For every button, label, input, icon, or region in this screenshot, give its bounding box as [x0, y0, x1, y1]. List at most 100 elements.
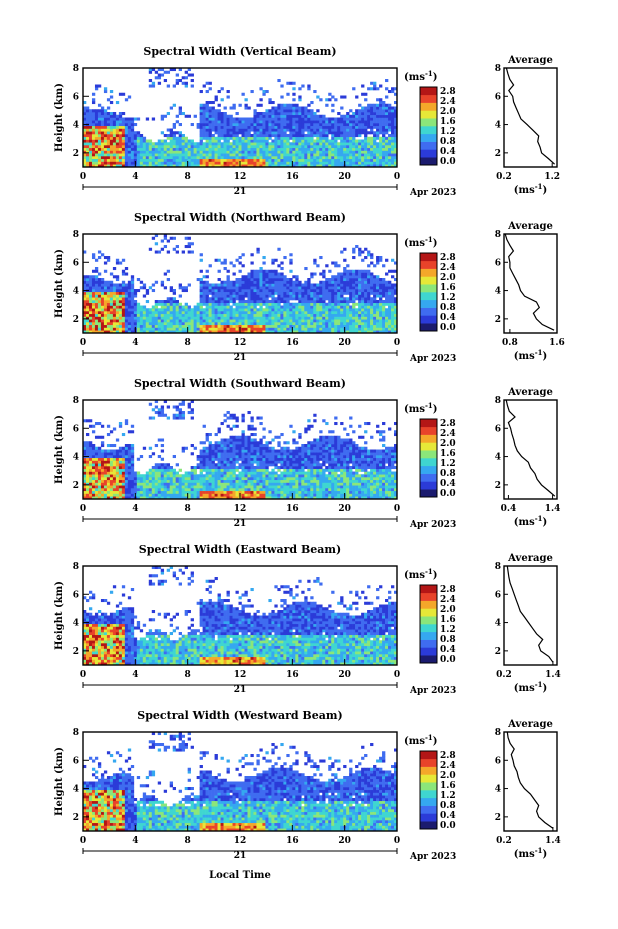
heatmap-cell — [304, 322, 308, 326]
heatmap-cell — [292, 324, 296, 328]
heatmap-cell — [133, 153, 138, 157]
heatmap-cell — [187, 405, 191, 409]
heatmap-cell — [286, 120, 290, 124]
heatmap-cell — [181, 150, 185, 154]
heatmap-cell — [271, 150, 275, 154]
heatmap-cell — [394, 147, 398, 151]
heatmap-cell — [88, 153, 93, 157]
heatmap-cell — [382, 117, 386, 121]
heatmap-cell — [316, 324, 320, 328]
heatmap-cell — [328, 300, 332, 304]
heatmap-cell — [118, 477, 123, 481]
heatmap-cell — [280, 164, 284, 168]
heatmap-cell — [373, 84, 377, 88]
heatmap-cell — [103, 490, 108, 494]
heatmap-cell — [262, 319, 266, 323]
heatmap-cell — [388, 300, 392, 304]
heatmap-cell — [265, 269, 269, 273]
heatmap-cell — [280, 136, 284, 140]
heatmap-cell — [91, 493, 96, 497]
heatmap-cell — [235, 120, 239, 124]
heatmap-cell — [208, 302, 212, 306]
heatmap-cell — [235, 311, 239, 315]
heatmap-cell — [373, 117, 377, 121]
heatmap-cell — [280, 117, 284, 121]
heatmap-cell — [259, 316, 263, 320]
heatmap-cell — [235, 327, 239, 331]
heatmap-cell — [91, 256, 96, 260]
heatmap-cell — [163, 150, 168, 154]
heatmap-cell — [265, 289, 269, 293]
heatmap-cell — [235, 139, 239, 143]
heatmap-cell — [373, 278, 377, 282]
heatmap-cell — [106, 471, 111, 475]
heatmap-cell — [163, 308, 168, 312]
heatmap-cell — [280, 158, 284, 162]
heatmap-cell — [199, 286, 203, 290]
heatmap-cell — [97, 142, 102, 146]
heatmap-cell — [244, 311, 248, 315]
heatmap-cell — [115, 134, 120, 138]
heatmap-cell — [289, 136, 293, 140]
heatmap-cell — [367, 161, 371, 165]
heatmap-cell — [163, 490, 168, 494]
heatmap-cell — [376, 136, 380, 140]
heatmap-cell — [142, 308, 147, 312]
heatmap-cell — [346, 264, 350, 268]
heatmap-cell — [118, 305, 123, 309]
heatmap-cell — [85, 496, 90, 500]
heatmap-cell — [178, 139, 182, 143]
heatmap-cell — [232, 286, 236, 290]
heatmap-cell — [337, 305, 341, 309]
heatmap-cell — [301, 311, 305, 315]
heatmap-cell — [334, 142, 338, 146]
heatmap-cell — [298, 123, 302, 127]
heatmap-cell — [148, 142, 153, 146]
heatmap-cell — [124, 463, 129, 467]
heatmap-cell — [85, 109, 90, 113]
heatmap-cell — [292, 87, 296, 91]
heatmap-cell — [178, 308, 182, 312]
heatmap-cell — [124, 117, 129, 121]
heatmap-cell — [265, 134, 269, 138]
heatmap-cell — [235, 302, 239, 306]
heatmap-cell — [301, 308, 305, 312]
heatmap-cell — [109, 327, 114, 331]
heatmap-cell — [208, 114, 212, 118]
heatmap-cell — [175, 136, 179, 140]
heatmap-cell — [214, 313, 218, 317]
heatmap-cell — [370, 81, 374, 85]
heatmap-cell — [157, 300, 162, 304]
heatmap-cell — [83, 482, 87, 486]
heatmap-cell — [376, 283, 380, 287]
heatmap-cell — [223, 147, 227, 151]
heatmap-cell — [136, 457, 141, 461]
heatmap-cell — [271, 319, 275, 323]
heatmap-cell — [328, 316, 332, 320]
heatmap-cell — [166, 145, 171, 149]
heatmap-cell — [142, 142, 147, 146]
heatmap-cell — [361, 275, 365, 279]
heatmap-cell — [163, 79, 168, 83]
heatmap-cell — [370, 150, 374, 154]
heatmap-cell — [394, 114, 398, 118]
heatmap-cell — [241, 128, 245, 132]
heatmap-cell — [373, 134, 377, 138]
heatmap-cell — [286, 291, 290, 295]
heatmap-cell — [148, 308, 153, 312]
heatmap-cell — [274, 123, 278, 127]
heatmap-cell — [280, 95, 284, 99]
heatmap-cell — [142, 316, 147, 320]
heatmap-cell — [91, 463, 96, 467]
heatmap-cell — [118, 150, 123, 154]
heatmap-cell — [118, 455, 123, 459]
heatmap-cell — [160, 139, 165, 143]
heatmap-cell — [127, 324, 132, 328]
heatmap-cell — [178, 402, 182, 406]
heatmap-cell — [355, 330, 359, 334]
heatmap-cell — [214, 286, 218, 290]
heatmap-cell — [184, 471, 188, 475]
heatmap-cell — [310, 330, 314, 334]
heatmap-cell — [316, 128, 320, 132]
heatmap-cell — [100, 471, 105, 475]
